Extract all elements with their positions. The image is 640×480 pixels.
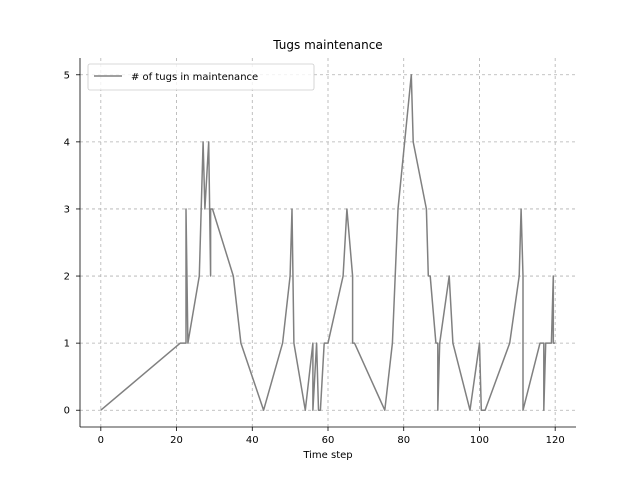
series-line bbox=[100, 74, 556, 411]
y-tick-label: 0 bbox=[64, 406, 70, 417]
x-tick-label: 120 bbox=[546, 435, 565, 446]
x-tick-label: 20 bbox=[170, 435, 183, 446]
y-tick-label: 3 bbox=[64, 204, 70, 215]
grid-lines bbox=[80, 58, 576, 427]
x-tick-label: 40 bbox=[246, 435, 259, 446]
legend-label: # of tugs in maintenance bbox=[131, 72, 258, 83]
x-axis-title: Time step bbox=[302, 450, 352, 461]
x-tick-label: 0 bbox=[98, 435, 104, 446]
y-tick-label: 2 bbox=[64, 272, 70, 283]
y-tick-label: 5 bbox=[64, 70, 70, 81]
x-tick-label: 100 bbox=[470, 435, 489, 446]
y-tick-label: 4 bbox=[64, 137, 70, 148]
x-tick-label: 80 bbox=[397, 435, 410, 446]
series-layer bbox=[100, 74, 556, 411]
y-tick-label: 1 bbox=[64, 339, 70, 350]
y-ticks: 0 1 2 3 4 5 bbox=[64, 70, 80, 417]
chart-title: Tugs maintenance bbox=[272, 38, 382, 52]
x-ticks: 0 20 40 60 80 100 120 bbox=[98, 427, 565, 446]
x-tick-label: 60 bbox=[322, 435, 335, 446]
legend-box bbox=[87, 63, 315, 91]
legend: # of tugs in maintenance bbox=[87, 63, 315, 91]
